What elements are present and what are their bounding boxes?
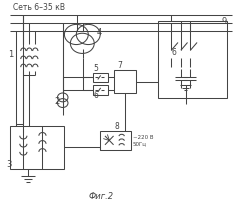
- Text: 5: 5: [94, 63, 99, 72]
- Text: 4: 4: [96, 28, 101, 37]
- Text: Сеть 6–35 кВ: Сеть 6–35 кВ: [13, 3, 65, 12]
- Text: 8: 8: [114, 122, 119, 131]
- Text: 7: 7: [118, 61, 122, 70]
- Text: ~220 В: ~220 В: [133, 134, 153, 139]
- Bar: [93, 86, 108, 95]
- Text: 6: 6: [171, 48, 176, 57]
- Text: 3: 3: [7, 159, 12, 168]
- Bar: [10, 126, 64, 169]
- Bar: [158, 22, 227, 99]
- Text: Фиг.2: Фиг.2: [88, 191, 114, 200]
- Bar: [114, 71, 136, 94]
- Text: 9: 9: [222, 17, 227, 26]
- Bar: [93, 73, 108, 83]
- Text: 2: 2: [54, 97, 60, 106]
- Text: 50Гц: 50Гц: [133, 140, 147, 145]
- Bar: [100, 131, 131, 150]
- Text: 6: 6: [94, 90, 99, 99]
- Text: 1: 1: [8, 50, 13, 59]
